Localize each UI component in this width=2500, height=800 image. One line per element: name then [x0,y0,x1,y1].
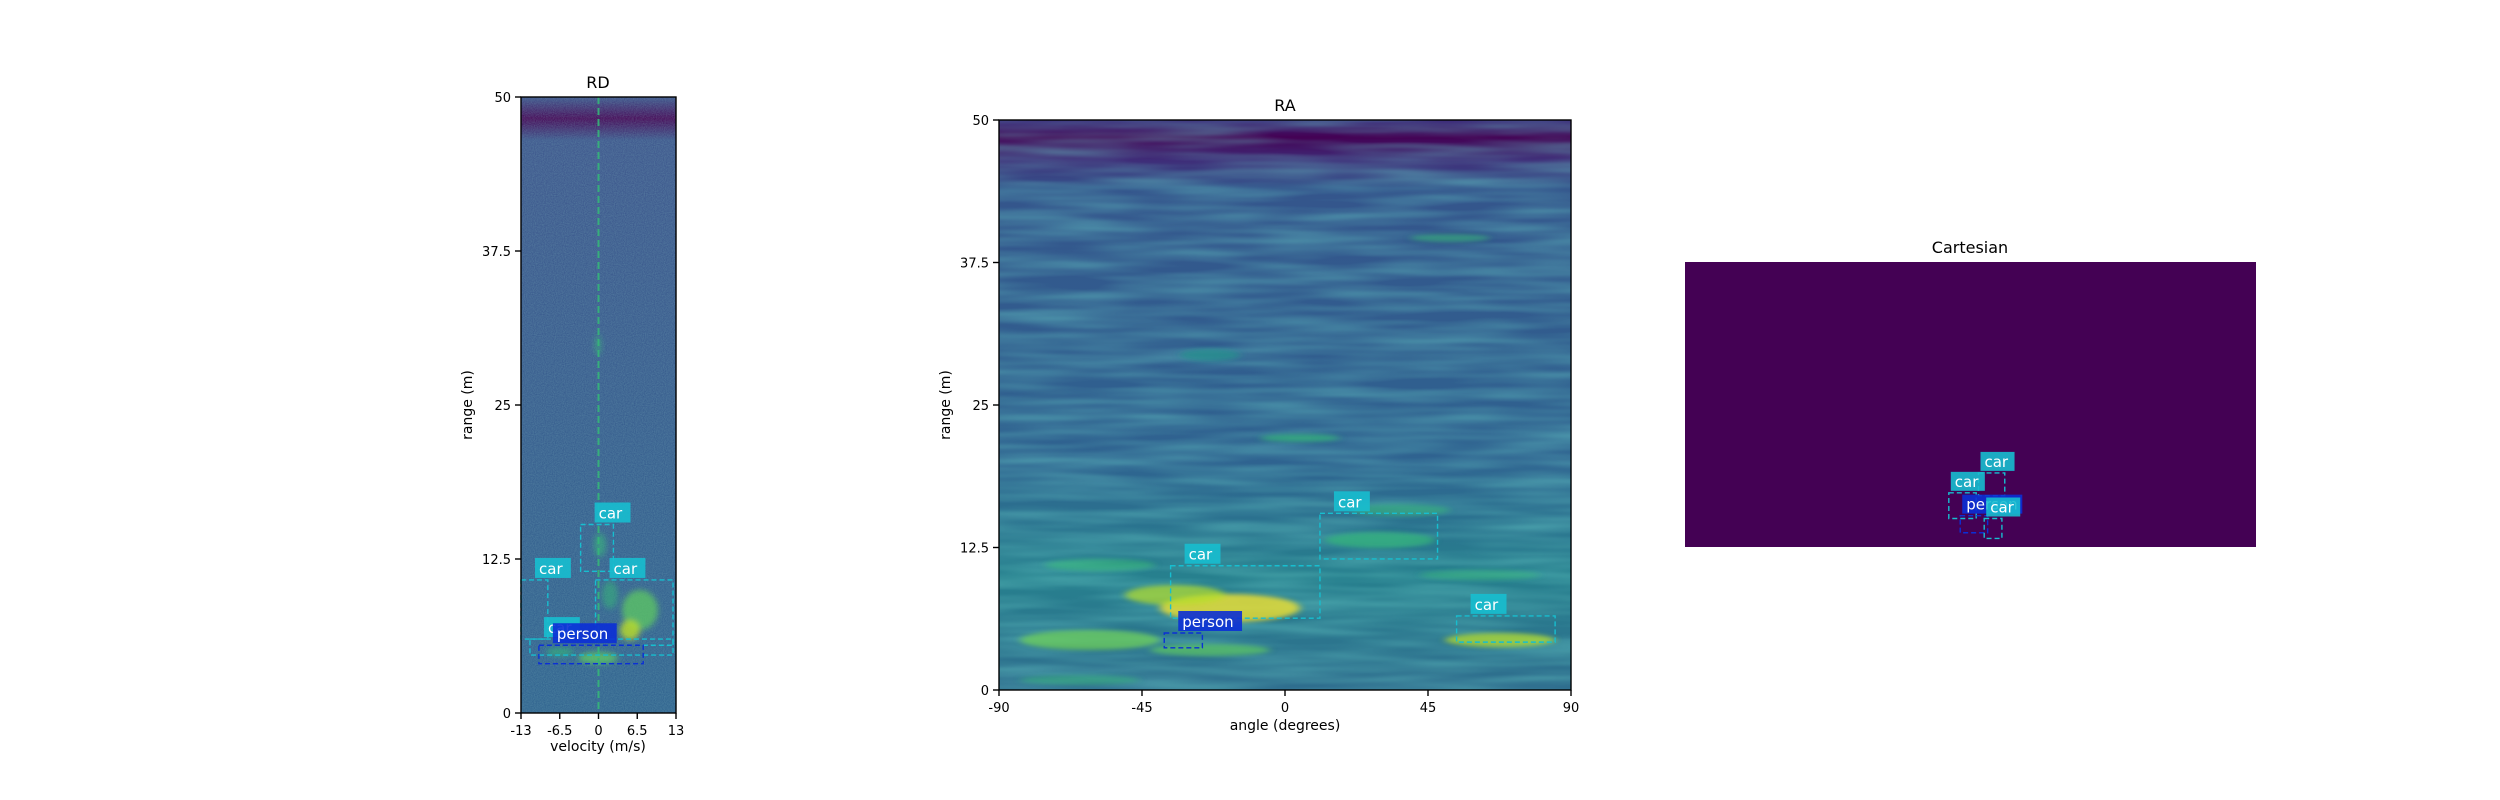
rd-title: RD [586,73,609,92]
detection-box-car [1169,565,1321,619]
detection-label-car: car [1990,499,2014,517]
detection-label-car: car [599,505,623,523]
cartesian-title: Cartesian [1932,238,2008,257]
detection-label-bg [609,557,646,578]
detection-box-car [579,523,615,573]
detection-box-car [1455,615,1556,643]
y-tick-label: 25 [972,399,989,414]
ra-detection-boxes: car car car person [1163,491,1556,649]
detection-box-person [1959,514,1989,534]
y-tick-label: 12.5 [482,553,511,568]
x-tick-label: -13 [510,724,531,739]
x-tick-label: -6.5 [547,724,572,739]
ra-title: RA [1274,96,1295,115]
y-tick-label: 50 [972,114,989,129]
detection-label-car: car [539,560,563,578]
rd-axes: -13 -6.5 0 6.5 13 0 12.5 25 37.5 50 [482,91,684,739]
detection-label-bg [1470,593,1507,614]
y-tick-label: 37.5 [482,245,511,260]
detection-label-bg [1950,471,1985,491]
x-tick-label: 0 [594,724,602,739]
detection-label-car: car [1955,473,1979,491]
x-tick-label: 13 [668,724,685,739]
x-tick-label: 90 [1563,701,1580,716]
detection-box-car [594,579,674,646]
detection-label-car: car [1984,453,2008,471]
detection-box-person [538,644,644,665]
detection-label-bg [1986,497,2021,517]
detection-label-car: car [614,560,638,578]
detection-label-car: car [1189,546,1213,564]
y-tick-label: 25 [494,399,511,414]
detection-label-car: car [1475,596,1499,614]
x-tick-label: 0 [1281,701,1289,716]
rd-ylabel: range (m) [460,370,476,440]
cartesian-detection-boxes: carcarpersoncar [1948,451,2023,540]
y-tick-label: 50 [494,91,511,106]
detection-label-person: person [557,625,608,643]
x-tick-label: -45 [1131,701,1152,716]
ra-ylabel: range (m) [938,370,954,440]
y-tick-label: 0 [503,707,511,722]
detection-label-bg [594,502,631,523]
rd-panel: RD carcarcarcarperson -13-6.506.513012.5… [460,73,684,755]
rd-detection-boxes: carcarcarcarperson [520,502,674,665]
detection-label-car: car [1338,493,1362,511]
detection-box-person [1163,632,1204,649]
x-tick-label: 6.5 [627,724,648,739]
detection-label-bg [1184,543,1221,564]
cartesian-panel: Cartesian carcarpersoncar [1685,238,2256,547]
detection-box-car [1983,517,2003,540]
detection-label-bg [535,557,571,578]
detection-label-bg [1178,611,1243,631]
x-tick-label: -90 [988,701,1009,716]
detection-label-bg [552,623,617,644]
detection-label-bg [1980,451,2015,471]
rd-xlabel: velocity (m/s) [550,739,646,755]
y-tick-label: 37.5 [960,257,989,272]
detection-label-bg [1333,491,1370,512]
detection-box-car [1319,512,1439,560]
rd-heatmap [521,97,676,713]
y-tick-label: 0 [981,684,989,699]
ra-xlabel: angle (degrees) [1230,718,1341,734]
y-tick-label: 12.5 [960,542,989,557]
detection-label-person: person [1182,613,1233,631]
ra-axes: -90 -45 0 45 90 0 12.5 25 37.5 50 [960,114,1579,716]
x-tick-label: 45 [1420,701,1437,716]
